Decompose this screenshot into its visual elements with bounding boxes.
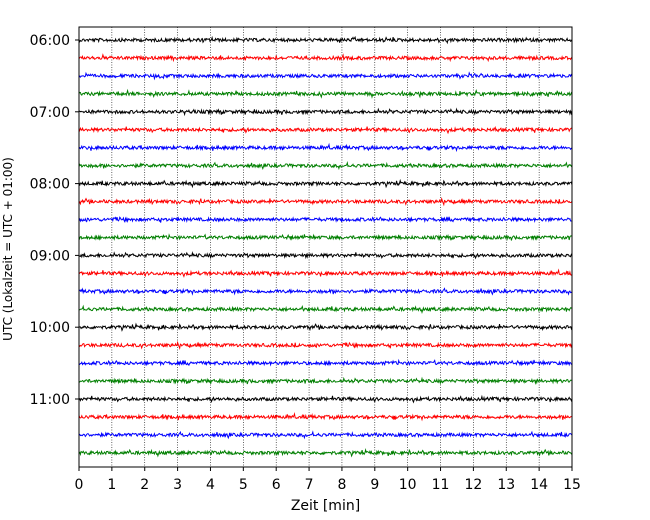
x-tick-label: 4 <box>206 477 215 493</box>
x-tick-label: 5 <box>239 477 248 493</box>
x-tick-label: 14 <box>530 477 548 493</box>
y-tick-label: 11:00 <box>30 392 70 408</box>
trace-line <box>78 142 573 153</box>
trace-line <box>78 430 573 440</box>
y-tick-label: 09:00 <box>30 248 70 264</box>
trace-line <box>78 411 573 422</box>
y-tick-label: 06:00 <box>30 33 70 49</box>
y-tick-label: 08:00 <box>30 177 70 193</box>
x-tick-label: 15 <box>563 477 581 493</box>
trace-line <box>78 304 573 314</box>
trace-line <box>78 251 573 260</box>
trace-line <box>78 233 573 241</box>
trace-line <box>78 358 573 367</box>
trace-group <box>78 35 573 458</box>
x-axis: 0 1 2 3 4 5 6 7 8 9 10 11 12 13 14 15 <box>75 467 581 493</box>
x-tick-label: 3 <box>173 477 182 493</box>
trace-line <box>78 340 573 350</box>
x-tick-label: 12 <box>464 477 482 493</box>
trace-line <box>78 394 573 404</box>
x-tick-label: 2 <box>140 477 149 493</box>
x-tick-label: 0 <box>75 477 84 493</box>
y-tick-label: 10:00 <box>30 320 70 336</box>
x-tick-label: 1 <box>107 477 116 493</box>
x-tick-label: 7 <box>305 477 314 493</box>
trace-line <box>78 268 573 278</box>
trace-line <box>78 107 573 117</box>
trace-line <box>78 178 573 189</box>
trace-line <box>78 287 573 296</box>
trace-line <box>78 161 573 171</box>
y-axis: 06:00 07:00 08:00 09:00 10:00 11:00 <box>30 33 79 408</box>
grid-lines <box>111 27 540 467</box>
plot-frame <box>78 26 573 468</box>
x-tick-label: 11 <box>432 477 450 493</box>
x-tick-label: 6 <box>272 477 281 493</box>
y-axis-label: UTC (Lokalzeit = UTC + 01:00) <box>1 157 15 341</box>
trace-line <box>78 216 573 224</box>
trace-line <box>78 88 573 99</box>
trace-line <box>78 71 573 81</box>
x-tick-label: 10 <box>399 477 417 493</box>
x-tick-label: 9 <box>370 477 379 493</box>
trace-line <box>78 35 573 45</box>
trace-line <box>78 376 573 385</box>
x-tick-label: 13 <box>497 477 515 493</box>
trace-line <box>78 53 573 63</box>
x-axis-label: Zeit [min] <box>291 498 360 514</box>
trace-line <box>78 196 573 207</box>
trace-line <box>78 448 573 458</box>
trace-line <box>78 322 573 332</box>
x-tick-label: 8 <box>337 477 346 493</box>
trace-line <box>78 126 573 135</box>
y-tick-label: 07:00 <box>30 105 70 121</box>
